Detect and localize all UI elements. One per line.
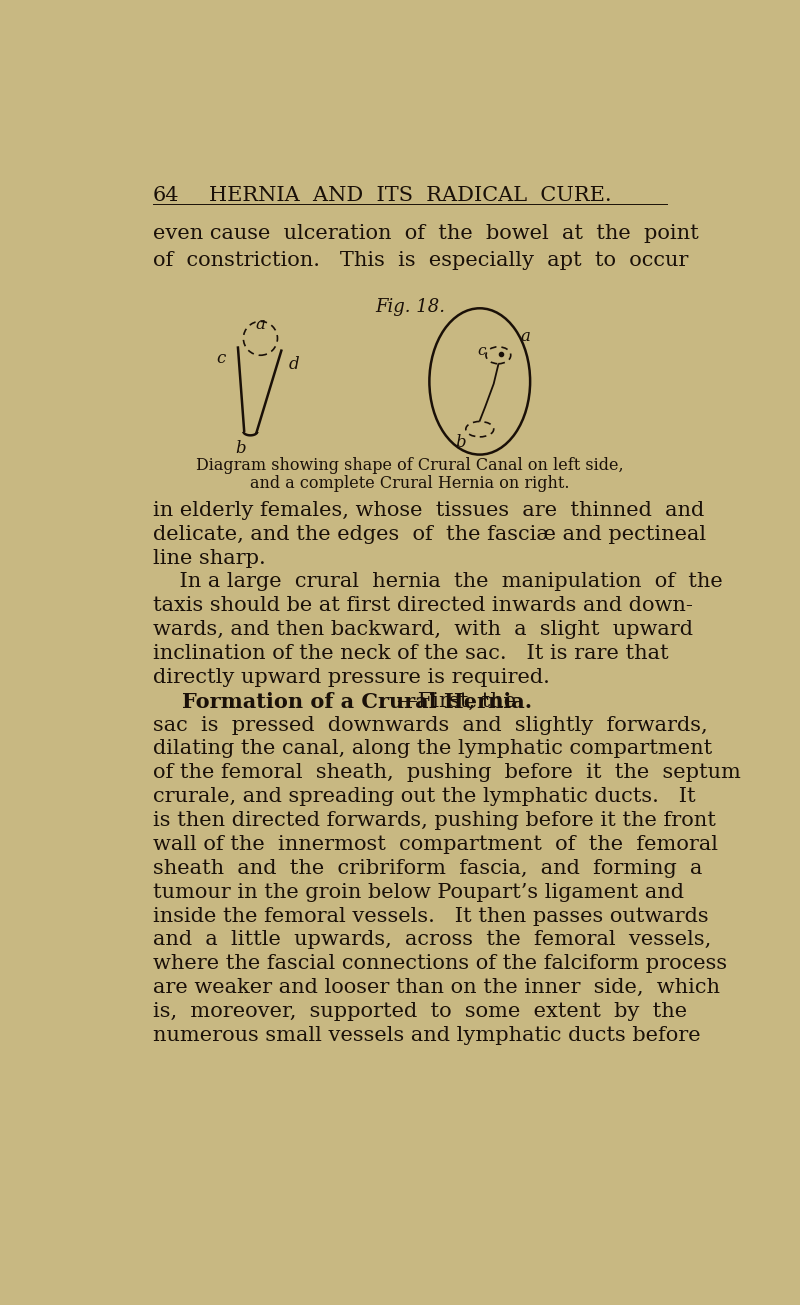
Text: b: b: [455, 433, 466, 450]
Text: c: c: [478, 343, 486, 358]
Text: line sharp.: line sharp.: [153, 548, 266, 568]
Text: inclination of the neck of the sac.   It is rare that: inclination of the neck of the sac. It i…: [153, 643, 668, 663]
Text: wards, and then backward,  with  a  slight  upward: wards, and then backward, with a slight …: [153, 620, 693, 639]
Text: sac  is  pressed  downwards  and  slightly  forwards,: sac is pressed downwards and slightly fo…: [153, 715, 707, 735]
Text: crurale, and spreading out the lymphatic ducts.   It: crurale, and spreading out the lymphatic…: [153, 787, 695, 806]
Text: HERNIA  AND  ITS  RADICAL  CURE.: HERNIA AND ITS RADICAL CURE.: [209, 185, 611, 205]
Text: —First, the: —First, the: [397, 692, 516, 711]
Text: and a complete Crural Hernia on right.: and a complete Crural Hernia on right.: [250, 475, 570, 492]
Text: in elderly females, whose  tissues  are  thinned  and: in elderly females, whose tissues are th…: [153, 501, 704, 519]
Text: taxis should be at first directed inwards and down-: taxis should be at first directed inward…: [153, 596, 693, 615]
Text: a: a: [521, 328, 530, 345]
Text: are weaker and looser than on the inner  side,  which: are weaker and looser than on the inner …: [153, 979, 720, 997]
Text: even cause  ulceration  of  the  bowel  at  the  point: even cause ulceration of the bowel at th…: [153, 224, 698, 243]
Text: d: d: [288, 356, 299, 373]
Text: inside the femoral vessels.   It then passes outwards: inside the femoral vessels. It then pass…: [153, 907, 708, 925]
Text: a: a: [255, 316, 266, 333]
Text: delicate, and the edges  of  the fasciæ and pectineal: delicate, and the edges of the fasciæ an…: [153, 525, 706, 544]
Text: Fig. 18.: Fig. 18.: [375, 298, 445, 316]
Text: is then directed forwards, pushing before it the front: is then directed forwards, pushing befor…: [153, 812, 715, 830]
Text: numerous small vessels and lymphatic ducts before: numerous small vessels and lymphatic duc…: [153, 1026, 700, 1045]
Text: Diagram showing shape of Crural Canal on left side,: Diagram showing shape of Crural Canal on…: [196, 457, 624, 474]
Text: sheath  and  the  cribriform  fascia,  and  forming  a: sheath and the cribriform fascia, and fo…: [153, 859, 702, 878]
Text: wall of the  innermost  compartment  of  the  femoral: wall of the innermost compartment of the…: [153, 835, 718, 853]
Text: and  a  little  upwards,  across  the  femoral  vessels,: and a little upwards, across the femoral…: [153, 930, 711, 950]
Text: tumour in the groin below Poupart’s ligament and: tumour in the groin below Poupart’s liga…: [153, 882, 684, 902]
Text: In a large  crural  hernia  the  manipulation  of  the: In a large crural hernia the manipulatio…: [153, 573, 722, 591]
Text: of  constriction.   This  is  especially  apt  to  occur: of constriction. This is especially apt …: [153, 251, 688, 270]
Text: of the femoral  sheath,  pushing  before  it  the  septum: of the femoral sheath, pushing before it…: [153, 763, 741, 783]
Text: dilating the canal, along the lymphatic compartment: dilating the canal, along the lymphatic …: [153, 740, 712, 758]
Text: directly upward pressure is required.: directly upward pressure is required.: [153, 668, 550, 686]
Text: 64: 64: [153, 185, 179, 205]
Text: Formation of a Crural Hernia.: Formation of a Crural Hernia.: [153, 692, 532, 711]
Text: where the fascial connections of the falciform process: where the fascial connections of the fal…: [153, 954, 727, 974]
Text: is,  moreover,  supported  to  some  extent  by  the: is, moreover, supported to some extent b…: [153, 1002, 687, 1021]
Text: c: c: [216, 350, 226, 367]
Text: b: b: [235, 440, 246, 457]
